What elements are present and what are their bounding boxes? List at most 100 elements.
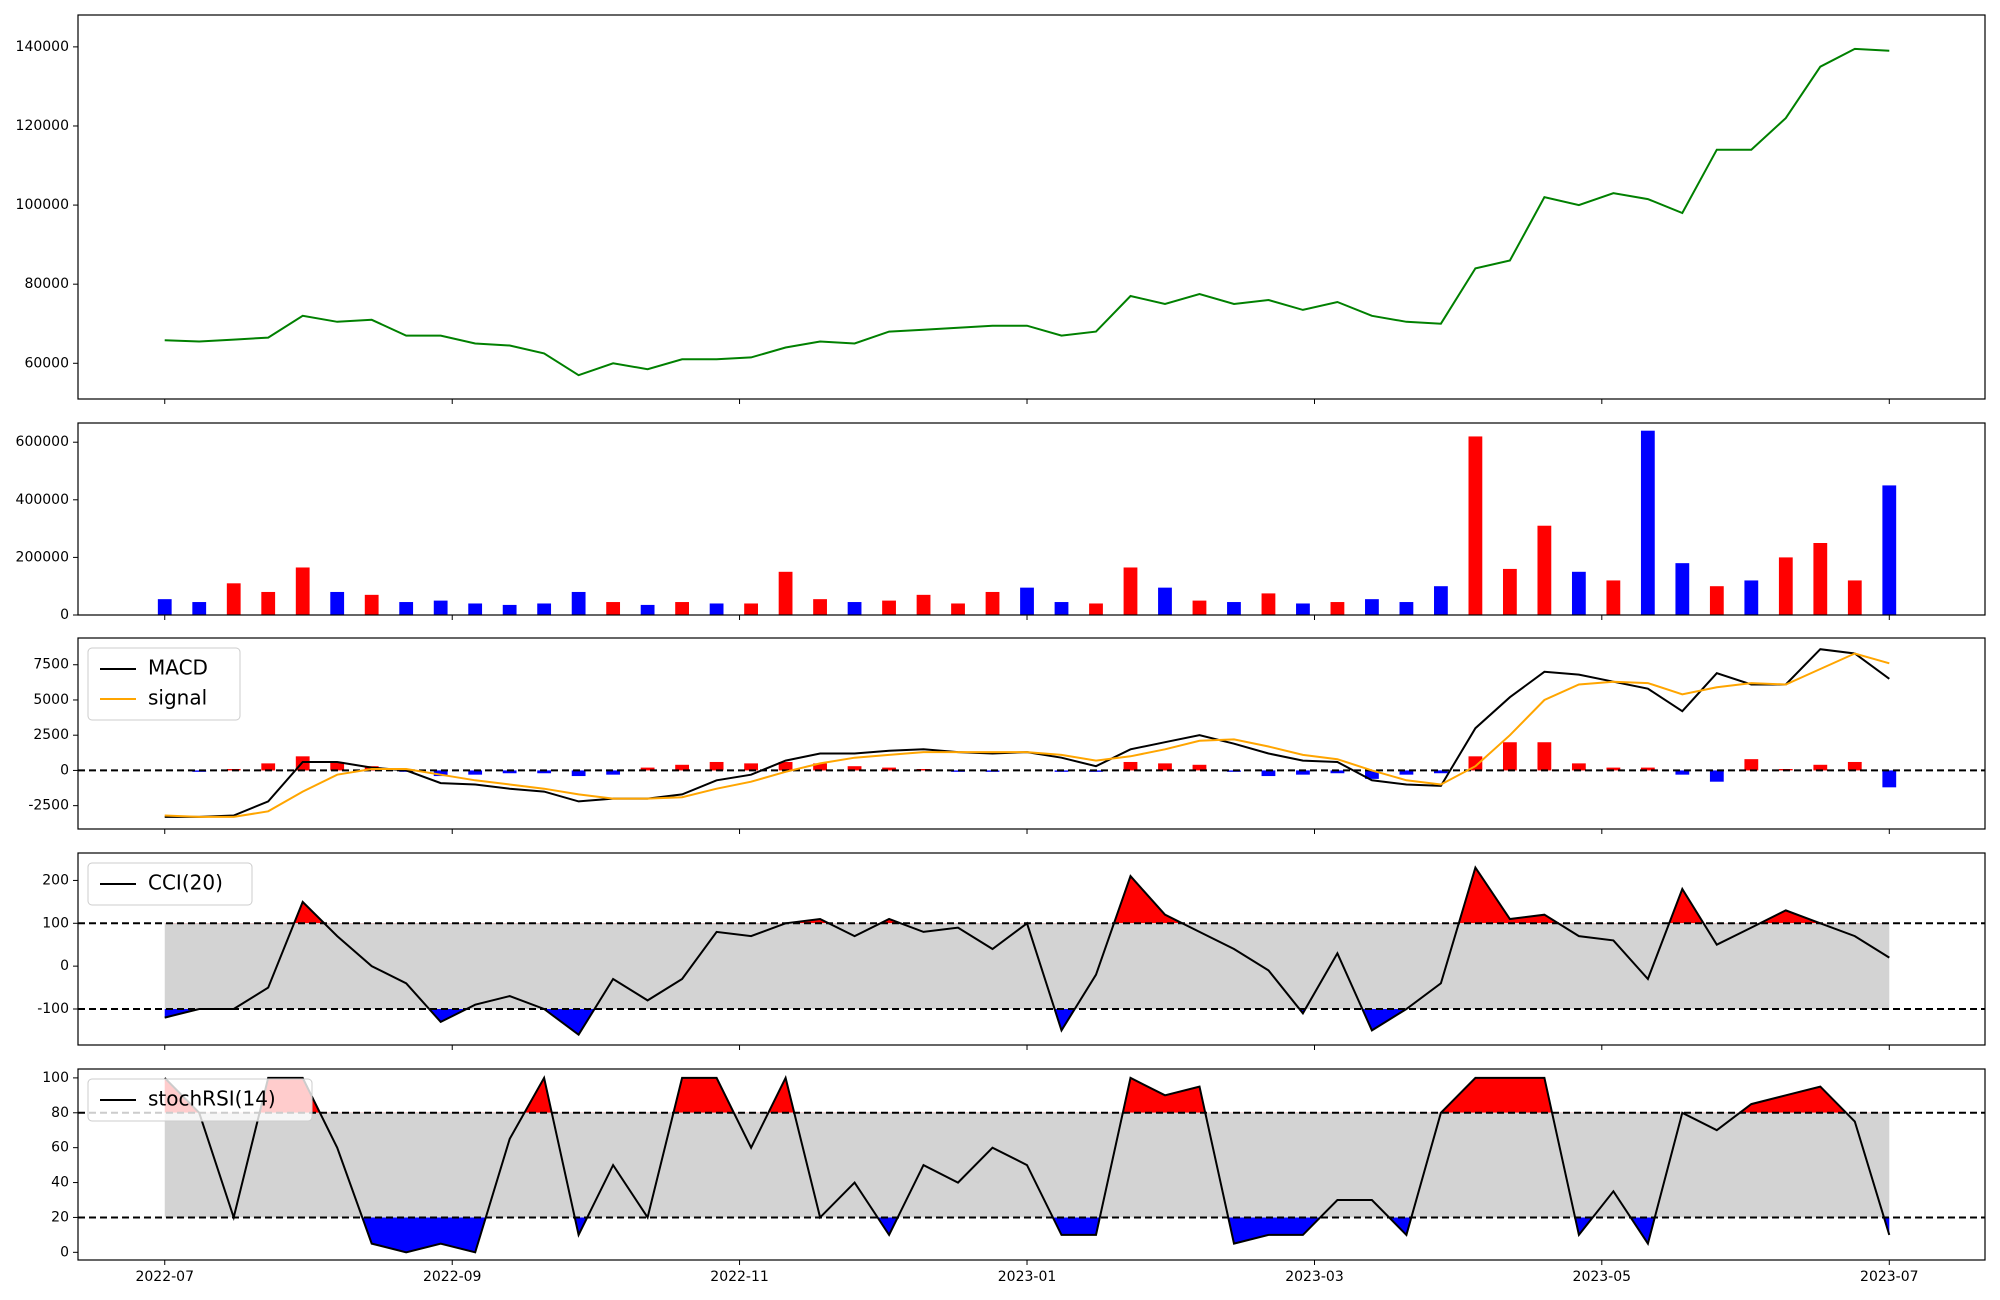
volume-bar [882, 600, 896, 615]
volume-bar [1192, 600, 1207, 615]
y-tick-label: 5000 [33, 692, 69, 708]
volume-bar [1330, 602, 1345, 615]
y-tick-label: 400000 [16, 492, 69, 508]
volume-bar [1399, 602, 1414, 615]
volume-bar [1709, 586, 1724, 615]
y-tick-label: 40 [51, 1175, 69, 1191]
volume-bar [1813, 543, 1828, 615]
y-tick-label: 0 [60, 1244, 69, 1260]
histogram-bar [1158, 763, 1172, 771]
volume-bar [744, 603, 758, 615]
y-tick-label: 60 [51, 1140, 69, 1156]
histogram-bar [330, 761, 345, 771]
y-tick-label: 100 [42, 915, 69, 931]
y-tick-label: 2500 [33, 727, 69, 743]
x-tick-label: 2023-01 [998, 1269, 1057, 1285]
legend-label: stochRSI(14) [148, 1087, 276, 1111]
histogram-bar [1675, 770, 1690, 775]
volume-bar [1434, 586, 1448, 615]
y-tick-label: 100000 [16, 197, 69, 213]
volume-bar [1502, 568, 1517, 615]
histogram-bar [1606, 767, 1621, 771]
histogram-bar [1192, 764, 1207, 771]
y-tick-label: 0 [60, 607, 69, 623]
histogram-bar [709, 761, 724, 771]
y-tick-label: 200 [42, 872, 69, 888]
volume-bar [709, 603, 724, 615]
histogram-bar [640, 767, 655, 771]
histogram-bar [916, 769, 931, 771]
x-tick-label: 2022-11 [710, 1269, 769, 1285]
volume-bar [951, 603, 965, 615]
volume-bar [1537, 525, 1552, 615]
volume-bar [468, 603, 483, 615]
volume-bar [1640, 430, 1655, 615]
y-tick-label: 80 [51, 1105, 69, 1121]
histogram-bar [1296, 770, 1310, 775]
x-tick-label: 2023-05 [1573, 1269, 1632, 1285]
volume-bar [1606, 580, 1621, 615]
x-tick-label: 2022-07 [135, 1269, 194, 1285]
volume-bar [675, 602, 690, 615]
indicator-line [164, 652, 1890, 818]
volume-bar [813, 599, 827, 615]
legend-box [87, 647, 241, 721]
histogram-bar [1365, 770, 1379, 779]
histogram-bar [1537, 742, 1552, 771]
x-tick-label: 2022-09 [423, 1269, 482, 1285]
axes-frame [77, 422, 1986, 616]
volume-bar [1571, 571, 1586, 615]
y-tick-label: 0 [60, 762, 69, 778]
y-tick-label: 100 [42, 1070, 69, 1086]
volume-bar [1744, 580, 1759, 615]
volume-bar [433, 600, 448, 615]
histogram-bar [502, 770, 517, 774]
histogram-bar [675, 764, 690, 771]
histogram-bar [847, 766, 862, 771]
histogram-bar [433, 770, 448, 777]
neutral-band [164, 923, 1890, 1009]
volume-bar [1054, 602, 1069, 615]
volume-bar [1847, 580, 1862, 615]
y-tick-label: -100 [37, 1001, 69, 1017]
volume-bar [1882, 485, 1897, 615]
volume-bar [606, 602, 621, 615]
histogram-bar [813, 763, 827, 771]
histogram-bar [1502, 742, 1517, 771]
histogram-bar [1330, 770, 1345, 774]
volume-bar [1020, 587, 1034, 615]
x-tick-label: 2023-03 [1285, 1269, 1344, 1285]
volume-bar [364, 594, 379, 615]
volume-bar [1365, 599, 1379, 615]
histogram-bar [1123, 761, 1138, 771]
volume-bar [226, 583, 241, 615]
price-line [164, 47, 1890, 377]
panel [78, 1075, 1985, 1254]
volume-bar [1123, 567, 1138, 615]
histogram-bar [571, 770, 586, 777]
legend-label: CCI(20) [148, 871, 223, 895]
histogram-bar [1813, 764, 1828, 771]
volume-bar [1468, 436, 1483, 615]
y-tick-label: 60000 [24, 355, 69, 371]
volume-bar [157, 599, 172, 615]
histogram-bar [1399, 770, 1414, 775]
x-tick-label: 2023-07 [1860, 1269, 1919, 1285]
y-tick-label: 120000 [16, 118, 69, 134]
y-tick-label: 600000 [16, 434, 69, 450]
y-tick-label: 140000 [16, 39, 69, 55]
panel [157, 430, 1897, 615]
volume-bar [1089, 603, 1103, 615]
axes-frame [77, 637, 1986, 830]
volume-bar [1158, 587, 1172, 615]
axes-frame [77, 1068, 1986, 1261]
histogram-bar [261, 763, 276, 771]
histogram-bar [1709, 770, 1724, 782]
volume-bar [399, 602, 414, 615]
histogram-bar [606, 770, 621, 775]
panel [164, 47, 1890, 377]
volume-bar [1675, 563, 1690, 615]
legend-label: MACD [148, 656, 208, 680]
y-tick-label: 20 [51, 1209, 69, 1225]
